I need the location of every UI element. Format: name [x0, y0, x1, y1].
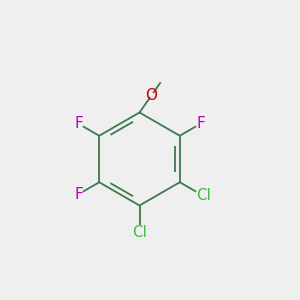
Text: Cl: Cl: [196, 188, 211, 203]
Text: O: O: [146, 88, 158, 103]
Text: F: F: [196, 116, 205, 131]
Text: F: F: [74, 116, 83, 131]
Text: Cl: Cl: [132, 225, 147, 240]
Text: F: F: [74, 187, 83, 202]
